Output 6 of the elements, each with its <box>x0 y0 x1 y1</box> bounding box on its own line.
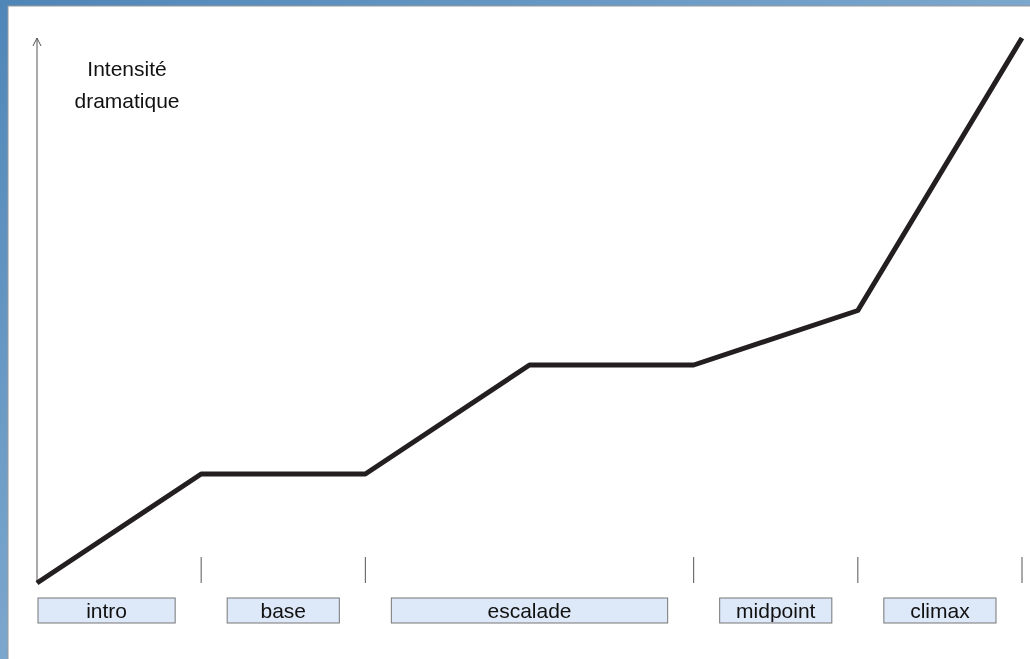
text: base <box>260 599 307 622</box>
text: intro <box>86 599 128 622</box>
text: midpoint <box>736 599 816 622</box>
y-axis-title: Intensité dramatique <box>74 57 180 112</box>
text: climax <box>910 599 971 622</box>
text: escalade <box>487 599 572 622</box>
